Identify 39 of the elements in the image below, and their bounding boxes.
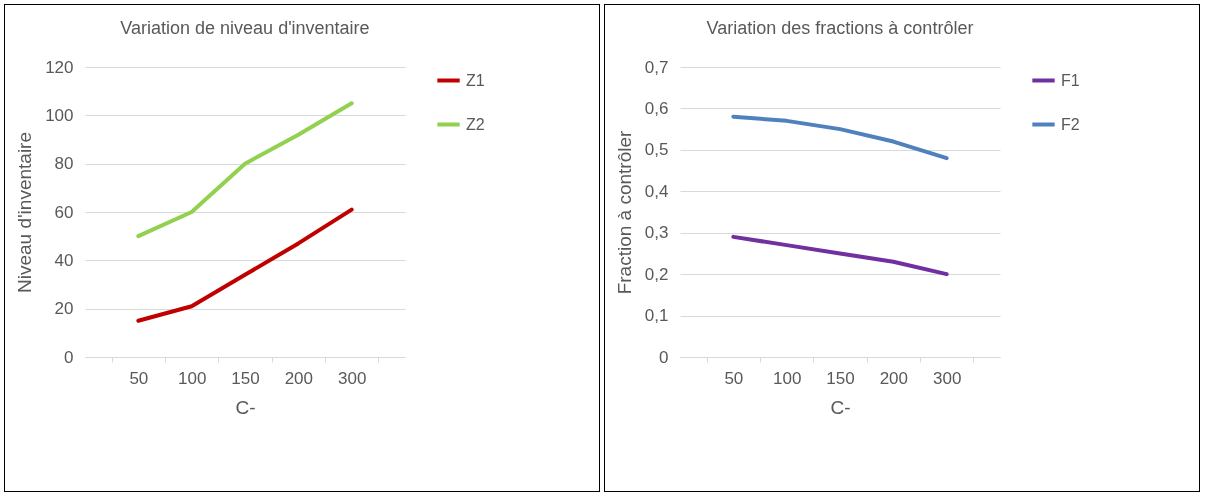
x-tick-label: 300 xyxy=(337,368,367,388)
y-tick-label: 80 xyxy=(54,154,74,174)
legend-label: F2 xyxy=(1061,115,1080,133)
y-tick-label: 0,6 xyxy=(644,98,669,118)
x-tick-label: 200 xyxy=(284,368,314,388)
y-axis-title: Niveau d'inventaire xyxy=(14,132,36,293)
x-tick-label: 150 xyxy=(231,368,260,388)
x-tick-label: 50 xyxy=(724,368,744,388)
chart-title: Variation des fractions à contrôler xyxy=(706,18,974,38)
y-tick-label: 0,2 xyxy=(644,264,669,284)
x-tick-label: 100 xyxy=(772,368,802,388)
x-tick-label: 200 xyxy=(879,368,909,388)
y-tick-label: 60 xyxy=(54,202,74,222)
y-tick-label: 0,3 xyxy=(644,223,669,243)
y-tick-label: 120 xyxy=(45,57,74,77)
legend-label: F1 xyxy=(1061,71,1080,89)
y-tick-label: 0,5 xyxy=(644,140,669,160)
x-tick-label: 100 xyxy=(177,368,207,388)
y-tick-label: 20 xyxy=(54,299,74,319)
y-tick-label: 0 xyxy=(659,347,669,367)
y-axis-title: Fraction à contrôler xyxy=(613,129,635,295)
x-tick-label: 300 xyxy=(932,368,962,388)
line-series xyxy=(136,101,354,239)
y-tick-label: 0 xyxy=(64,347,74,367)
legend-label: Z2 xyxy=(466,115,485,133)
x-tick-label: 50 xyxy=(129,368,149,388)
chart-title: Variation de niveau d'inventaire xyxy=(120,18,370,38)
x-axis-title: C- xyxy=(235,396,256,418)
y-tick-label: 100 xyxy=(45,105,74,125)
line-series xyxy=(136,207,354,323)
y-tick-label: 40 xyxy=(54,250,74,270)
y-tick-label: 0,1 xyxy=(644,306,669,326)
x-axis-title: C- xyxy=(830,396,851,418)
legend-label: Z1 xyxy=(466,71,485,89)
line-series xyxy=(731,114,949,161)
y-tick-label: 0,4 xyxy=(644,181,669,201)
line-series xyxy=(731,234,949,277)
y-tick-label: 0,7 xyxy=(644,57,669,77)
x-tick-label: 150 xyxy=(826,368,855,388)
